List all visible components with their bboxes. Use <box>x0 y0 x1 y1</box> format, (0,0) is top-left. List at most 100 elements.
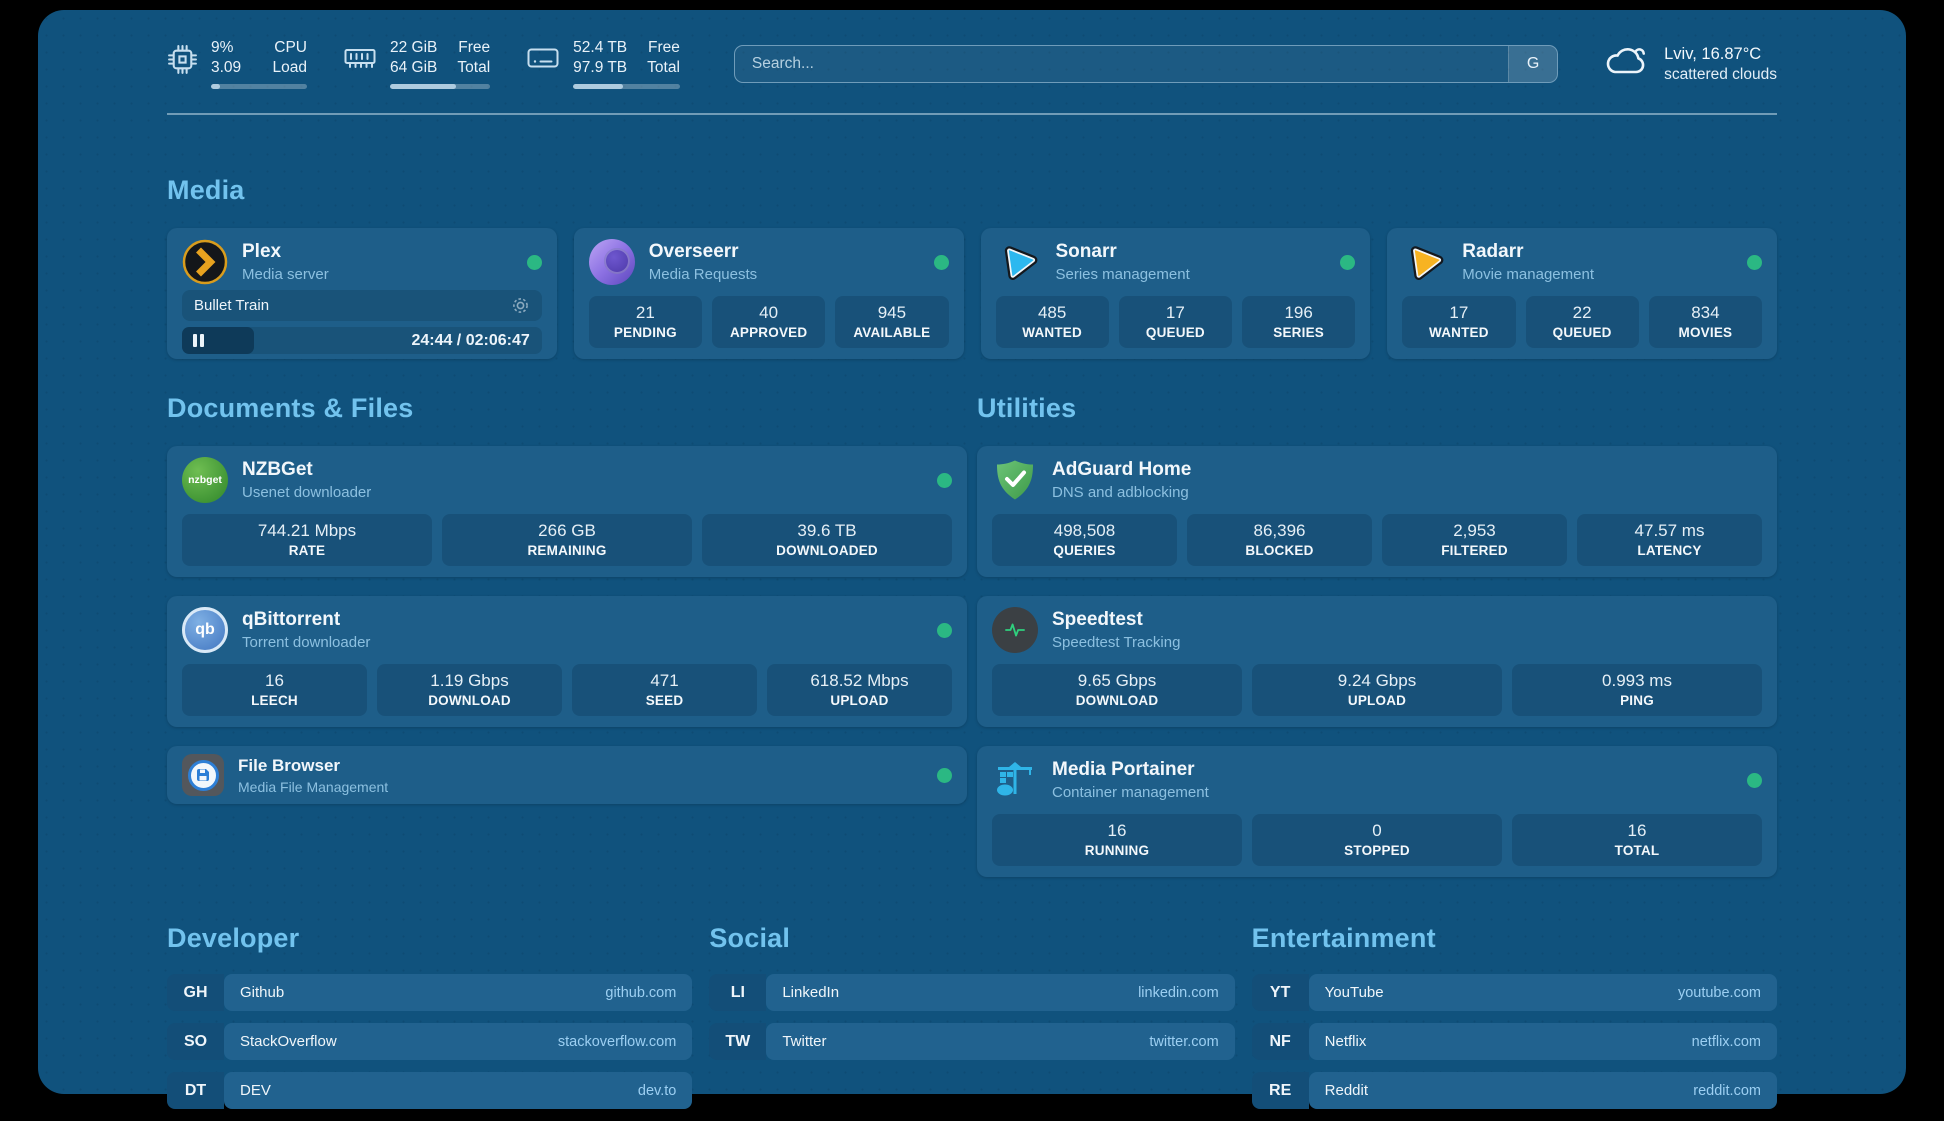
section-title-documents: Documents & Files <box>167 393 414 423</box>
bookmark-abbr: TW <box>709 1023 767 1060</box>
search-bar: G <box>733 44 1559 83</box>
qbittorrent-icon-label: qb <box>195 621 215 638</box>
bookmark-url: github.com <box>605 984 677 1001</box>
card-radarr[interactable]: Radarr Movie management 17 WANTED 22 QUE… <box>1387 228 1777 359</box>
overseerr-icon <box>588 239 635 285</box>
app-name: Radarr <box>1462 241 1524 262</box>
app-subtitle: Media File Management <box>238 778 389 795</box>
app-subtitle: Speedtest Tracking <box>1052 634 1181 651</box>
disk-total-label: Total <box>647 59 680 76</box>
filebrowser-icon <box>182 754 224 796</box>
bookmark-name: Twitter <box>782 1033 827 1050</box>
stat-label: DOWNLOADED <box>776 543 878 558</box>
cpu-progress-bar <box>211 84 307 89</box>
stat-value: 16 <box>1107 821 1127 840</box>
stat-tile: 2,953 FILTERED <box>1382 514 1567 566</box>
stat-label: PING <box>1620 693 1654 708</box>
card-nzbget[interactable]: nzbget NZBGet Usenet downloader 744.21 M… <box>167 446 967 577</box>
bookmark-github[interactable]: GH Github github.com <box>167 974 693 1011</box>
memory-free-label: Free <box>458 39 491 56</box>
card-adguard[interactable]: AdGuard Home DNS and adblocking 498,508 … <box>977 446 1777 577</box>
stat-tile: 1.19 Gbps DOWNLOAD <box>377 664 562 716</box>
stat-tile: 47.57 ms LATENCY <box>1577 514 1762 566</box>
app-subtitle: DNS and adblocking <box>1052 484 1189 501</box>
app-name: qBittorrent <box>242 609 341 630</box>
stat-label: FILTERED <box>1441 543 1508 558</box>
card-plex[interactable]: Plex Media server Bullet Train <box>167 228 557 359</box>
stat-value: 2,953 <box>1453 521 1496 540</box>
card-overseerr[interactable]: Overseerr Media Requests 21 PENDING 40 A… <box>573 228 964 359</box>
bookmark-url: netflix.com <box>1691 1033 1761 1050</box>
stat-label: DOWNLOAD <box>428 693 511 708</box>
status-dot <box>1340 254 1356 270</box>
stat-tile: 0.993 ms PING <box>1512 664 1762 716</box>
stat-value: 0.993 ms <box>1602 671 1672 690</box>
stat-label: TOTAL <box>1614 843 1660 858</box>
header-bar: 9% 3.09 CPU Load <box>167 10 1777 89</box>
stat-label: AVAILABLE <box>853 325 931 340</box>
bookmark-linkedin[interactable]: LI LinkedIn linkedin.com <box>709 974 1235 1011</box>
stat-tile: 16 RUNNING <box>992 814 1242 866</box>
stat-label: QUERIES <box>1053 543 1116 558</box>
load-label: Load <box>272 59 307 76</box>
search-input[interactable] <box>734 45 1509 82</box>
bookmark-url: linkedin.com <box>1138 984 1219 1001</box>
stat-tile: 17 WANTED <box>1402 296 1516 348</box>
stat-tile: 39.6 TB DOWNLOADED <box>702 514 952 566</box>
status-dot <box>1747 772 1762 788</box>
bookmark-abbr: YT <box>1251 974 1309 1011</box>
stat-tile: 945 AVAILABLE <box>835 296 949 348</box>
stat-label: QUEUED <box>1145 325 1205 340</box>
sonarr-icon <box>996 239 1042 285</box>
stat-label: SERIES <box>1273 325 1324 340</box>
disk-total-value: 97.9 TB <box>573 59 628 76</box>
now-playing-title: Bullet Train <box>194 297 270 314</box>
bookmark-url: dev.to <box>637 1082 677 1099</box>
stat-label: STOPPED <box>1344 843 1410 858</box>
now-playing-row: Bullet Train <box>182 290 542 321</box>
app-name: Media Portainer <box>1052 759 1195 780</box>
stat-value: 945 <box>877 303 907 322</box>
bookmark-stackoverflow[interactable]: SO StackOverflow stackoverflow.com <box>167 1023 693 1060</box>
bookmark-youtube[interactable]: YT YouTube youtube.com <box>1251 974 1777 1011</box>
playback-progress-bar[interactable]: 24:44 / 02:06:47 <box>182 327 542 354</box>
app-name: Speedtest <box>1052 609 1143 630</box>
card-filebrowser[interactable]: File Browser Media File Management <box>167 746 967 804</box>
bookmark-twitter[interactable]: TW Twitter twitter.com <box>709 1023 1235 1060</box>
stat-value: 834 <box>1691 303 1720 322</box>
pause-icon[interactable] <box>193 334 204 347</box>
app-name: AdGuard Home <box>1052 459 1192 480</box>
cpu-load-value: 3.09 <box>211 59 242 76</box>
cpu-label: CPU <box>274 39 307 56</box>
stat-value: 86,396 <box>1253 521 1306 540</box>
bookmark-url: reddit.com <box>1693 1082 1761 1099</box>
bookmark-dev[interactable]: DT DEV dev.to <box>167 1072 693 1109</box>
card-portainer[interactable]: Media Portainer Container management 16 … <box>977 746 1777 877</box>
search-engine-button[interactable]: G <box>1508 45 1558 82</box>
card-sonarr[interactable]: Sonarr Series management 485 WANTED 17 Q… <box>980 228 1371 359</box>
stat-tile: 22 QUEUED <box>1525 296 1639 348</box>
gear-icon[interactable] <box>511 296 530 315</box>
card-speedtest[interactable]: Speedtest Speedtest Tracking 9.65 Gbps D… <box>977 596 1777 727</box>
weather-location-temp: Lviv, 16.87°C <box>1664 44 1762 63</box>
bookmark-netflix[interactable]: NF Netflix netflix.com <box>1251 1023 1777 1060</box>
stat-tile: 9.65 Gbps DOWNLOAD <box>992 664 1242 716</box>
card-qbittorrent[interactable]: qb qBittorrent Torrent downloader 16 LEE… <box>167 596 967 727</box>
cloud-icon <box>1604 43 1650 84</box>
portainer-icon <box>992 757 1038 803</box>
stat-value: 16 <box>265 671 284 690</box>
disk-icon <box>526 38 560 77</box>
bookmark-reddit[interactable]: RE Reddit reddit.com <box>1251 1072 1777 1109</box>
stat-value: 47.57 ms <box>1634 521 1705 540</box>
bookmark-abbr: GH <box>167 974 224 1011</box>
bookmark-name: Reddit <box>1324 1082 1369 1099</box>
weather-widget[interactable]: Lviv, 16.87°C scattered clouds <box>1604 43 1777 85</box>
stat-label: LEECH <box>251 693 298 708</box>
stat-tile: 21 PENDING <box>588 296 702 348</box>
stat-value: 485 <box>1037 303 1067 322</box>
cpu-stat: 9% 3.09 CPU Load <box>167 38 307 89</box>
section-title-media: Media <box>167 175 245 205</box>
bookmark-abbr: NF <box>1251 1023 1309 1060</box>
stat-value: 618.52 Mbps <box>810 671 909 690</box>
stat-tile: 744.21 Mbps RATE <box>182 514 432 566</box>
